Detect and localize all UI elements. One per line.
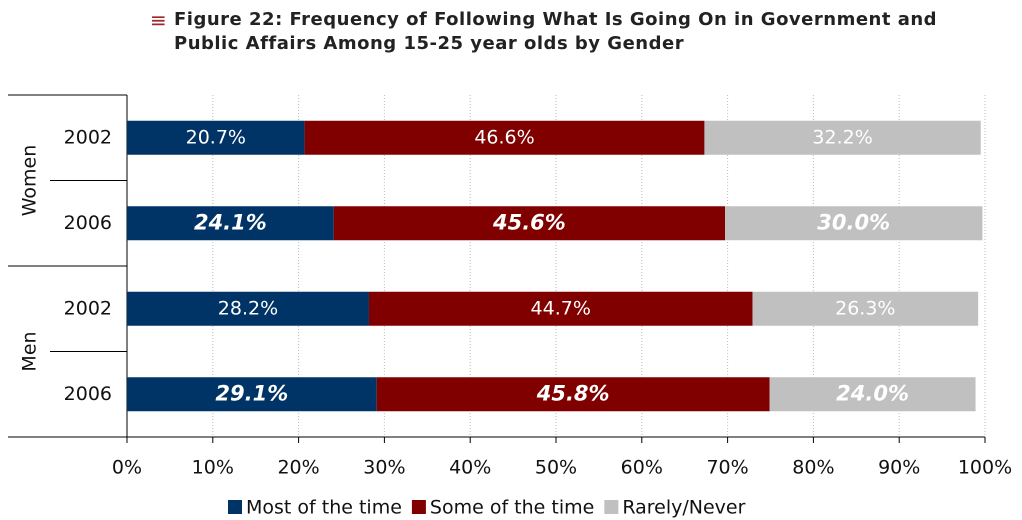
value-label: 28.2% <box>218 297 278 319</box>
bar-segment <box>127 291 369 326</box>
legend-label: Some of the time <box>430 497 594 519</box>
legend-swatch <box>228 500 242 514</box>
bar-segment <box>752 291 979 326</box>
value-label: 20.7% <box>186 126 246 148</box>
x-tick-label: 20% <box>277 457 319 479</box>
y-tick-label: 2002 <box>64 297 112 319</box>
bar-segment <box>333 206 726 241</box>
x-tick-label: 0% <box>112 457 142 479</box>
title-icon: ≡ <box>150 8 167 32</box>
value-label: 44.7% <box>531 297 591 319</box>
legend-swatch <box>411 500 426 514</box>
bar-segment <box>376 377 770 412</box>
bar-segment <box>127 120 305 155</box>
x-tick-label: 90% <box>878 457 920 479</box>
value-label: 24.1% <box>194 210 267 234</box>
value-label: 26.3% <box>835 297 895 319</box>
x-tick-label: 10% <box>192 457 234 479</box>
legend-swatch <box>604 500 619 514</box>
value-label: 30.0% <box>817 210 890 234</box>
group-label: Men <box>19 331 41 371</box>
x-tick-label: 60% <box>621 457 663 479</box>
x-tick-label: 50% <box>535 457 577 479</box>
group-label: Women <box>19 145 41 217</box>
legend-label: Rarely/Never <box>622 497 745 519</box>
value-label: 46.6% <box>474 126 534 148</box>
bar-segment <box>127 206 334 241</box>
y-tick-label: 2006 <box>64 383 112 405</box>
bar-segment <box>368 291 753 326</box>
x-tick-label: 30% <box>363 457 405 479</box>
x-tick-label: 80% <box>792 457 834 479</box>
bar-segment <box>304 120 705 155</box>
x-tick-label: 100% <box>958 457 1012 479</box>
value-label: 45.6% <box>492 210 566 234</box>
legend-label: Most of the time <box>246 497 402 519</box>
value-label: 32.2% <box>812 126 872 148</box>
y-tick-label: 2002 <box>64 126 112 148</box>
bar-segment <box>127 377 377 412</box>
bar-segment <box>704 120 981 155</box>
value-label: 24.0% <box>836 381 909 405</box>
bar-segment <box>725 206 983 241</box>
chart-title: Figure 22: Frequency of Following What I… <box>174 9 938 54</box>
value-label: 29.1% <box>215 381 288 405</box>
y-tick-label: 2006 <box>64 212 112 234</box>
bar-segment <box>769 377 976 412</box>
value-label: 45.8% <box>536 381 610 405</box>
x-tick-label: 70% <box>706 457 748 479</box>
x-tick-label: 40% <box>449 457 491 479</box>
